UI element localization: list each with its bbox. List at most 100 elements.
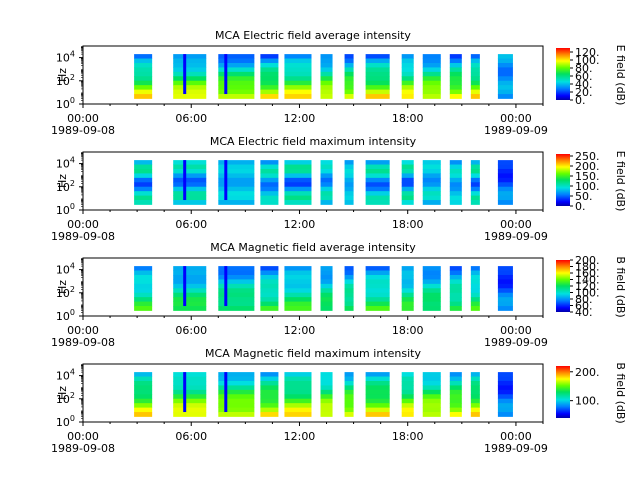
data-segment <box>449 54 462 99</box>
data-segment <box>218 160 255 205</box>
data-segment <box>422 266 441 311</box>
data-segment <box>260 372 279 417</box>
spectrogram <box>134 372 513 417</box>
data-segment <box>173 372 207 417</box>
x-tick-date: 1989-09-09 <box>484 124 548 137</box>
data-segment <box>320 160 333 205</box>
y-tick-label: 104 <box>56 50 75 65</box>
x-tick-date: 1989-09-08 <box>51 230 115 243</box>
data-segment <box>344 160 354 205</box>
data-segment <box>497 266 513 311</box>
colorbar-tick-label: 100. <box>575 54 600 67</box>
colorbar-tick-label: 200. <box>575 160 600 173</box>
data-segment <box>284 372 312 417</box>
data-segment <box>173 54 207 99</box>
x-tick-label: 12:00 <box>284 324 316 337</box>
data-segment <box>218 54 255 99</box>
data-segment <box>497 372 513 417</box>
panel-title: MCA Magnetic field maximum intensity <box>205 347 421 360</box>
data-segment <box>344 266 354 311</box>
x-tick-label: 00:00 <box>67 218 99 231</box>
data-segment <box>344 372 354 417</box>
y-axis-label: Hz <box>56 386 69 400</box>
data-segment <box>260 160 279 205</box>
colorbar-tick-label: 250. <box>575 150 600 163</box>
x-tick-label: 00:00 <box>67 430 99 443</box>
colorbar-tick-label: 40. <box>575 78 593 91</box>
x-tick-label: 00:00 <box>500 324 532 337</box>
data-segment <box>134 372 153 417</box>
y-tick-label: 100 <box>56 96 75 111</box>
spectrogram <box>134 54 513 99</box>
data-segment <box>449 160 462 205</box>
data-segment <box>260 266 279 311</box>
colorbar-label: B field (dB) <box>614 362 627 423</box>
data-segment <box>365 160 390 205</box>
x-tick-date: 1989-09-08 <box>51 124 115 137</box>
colorbar-tick-label: 80. <box>575 62 593 75</box>
data-segment <box>449 372 462 417</box>
x-tick-label: 00:00 <box>500 218 532 231</box>
x-tick-label: 18:00 <box>392 112 424 125</box>
data-segment <box>365 54 390 99</box>
data-segment <box>320 54 333 99</box>
colorbar-tick-label: 180. <box>575 261 600 274</box>
y-tick-label: 100 <box>56 202 75 217</box>
y-tick-label: 104 <box>56 368 75 383</box>
x-tick-label: 00:00 <box>500 430 532 443</box>
colorbar-tick-label: 120. <box>575 46 600 59</box>
colorbar-tick-label: 200. <box>575 366 600 379</box>
colorbar-tick-label: 20. <box>575 86 593 99</box>
data-segment <box>422 54 441 99</box>
data-segment <box>134 266 153 311</box>
data-segment <box>344 54 354 99</box>
y-tick-label: 100 <box>56 308 75 323</box>
data-segment <box>284 54 312 99</box>
colorbar-tick-label: 60. <box>575 300 593 313</box>
y-axis-label: Hz <box>56 174 69 188</box>
y-tick-label: 100 <box>56 414 75 429</box>
data-segment <box>134 54 153 99</box>
y-tick-label: 104 <box>56 262 75 277</box>
colorbar-tick-label: 0. <box>575 94 586 107</box>
panel-title: MCA Electric field maximum intensity <box>210 135 417 148</box>
colorbar-tick-label: 80. <box>575 293 593 306</box>
data-segment <box>260 54 279 99</box>
colorbar <box>556 48 570 100</box>
x-tick-label: 06:00 <box>175 324 207 337</box>
data-segment <box>284 160 312 205</box>
colorbar-tick-label: 100. <box>575 287 600 300</box>
colorbar-tick-label: 0. <box>575 200 586 213</box>
x-tick-label: 12:00 <box>284 112 316 125</box>
x-tick-label: 06:00 <box>175 112 207 125</box>
x-tick-label: 00:00 <box>500 112 532 125</box>
y-axis-label: Hz <box>56 68 69 82</box>
data-segment <box>449 266 462 311</box>
x-tick-date: 1989-09-09 <box>484 336 548 349</box>
x-tick-label: 12:00 <box>284 430 316 443</box>
colorbar-tick-label: 150. <box>575 170 600 183</box>
data-segment <box>173 266 207 311</box>
y-tick-label: 104 <box>56 156 75 171</box>
data-segment <box>497 160 513 205</box>
data-segment <box>134 160 153 205</box>
data-segment <box>365 372 390 417</box>
colorbar <box>556 366 570 418</box>
colorbar-tick-label: 120. <box>575 280 600 293</box>
panel-4: MCA Magnetic field maximum intensity 100 1… <box>51 347 627 455</box>
x-tick-date: 1989-09-09 <box>484 230 548 243</box>
x-tick-label: 18:00 <box>392 324 424 337</box>
data-segment <box>218 372 255 417</box>
data-segment <box>470 266 480 311</box>
x-tick-label: 06:00 <box>175 218 207 231</box>
x-tick-date: 1989-09-09 <box>484 442 548 455</box>
y-tick-label: 102 <box>56 285 75 300</box>
data-segment <box>173 160 207 205</box>
data-segment <box>365 266 390 311</box>
data-segment <box>497 54 513 99</box>
colorbar-tick-label: 100. <box>575 180 600 193</box>
panel-2: MCA Electric field maximum intensity 100 1… <box>51 135 627 243</box>
y-axis-label: Hz <box>56 280 69 294</box>
colorbar-label: E field (dB) <box>614 45 627 106</box>
colorbar-tick-label: 60. <box>575 70 593 83</box>
